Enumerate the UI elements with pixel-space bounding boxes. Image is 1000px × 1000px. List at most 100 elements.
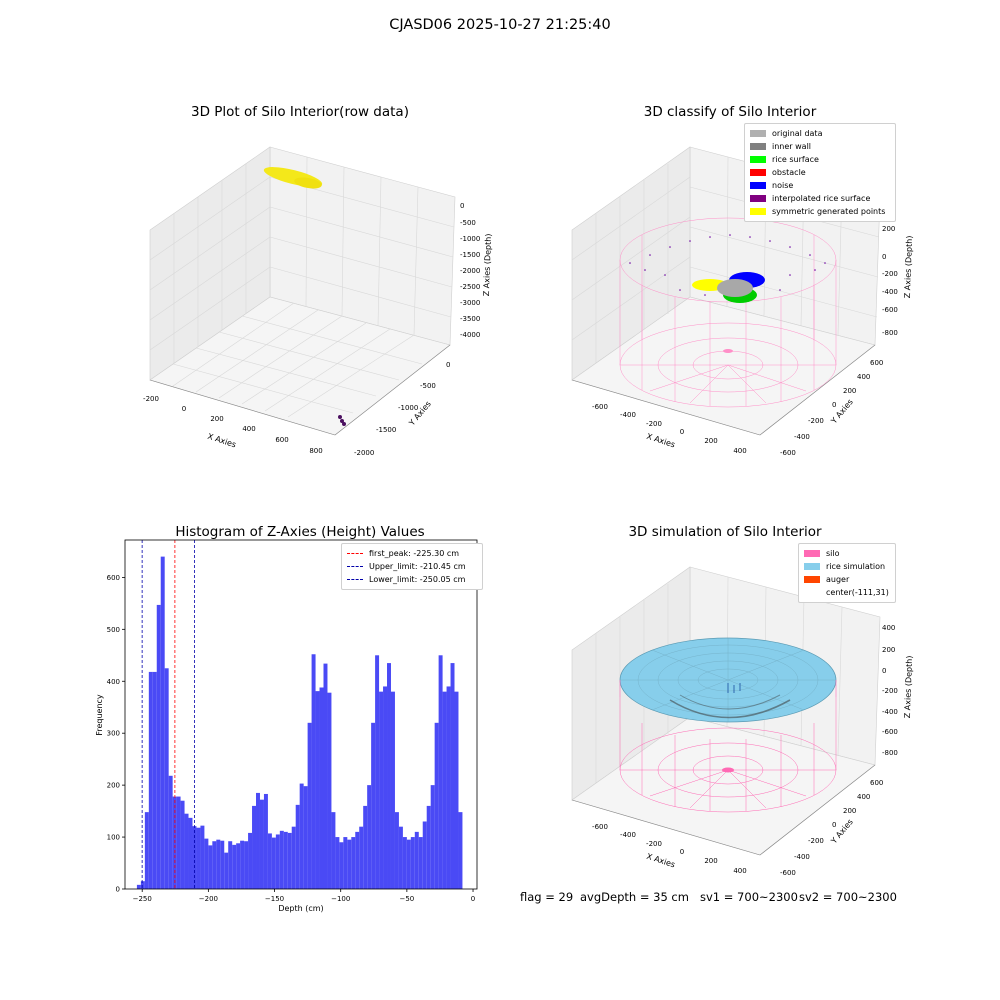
histogram-bar [212,841,217,889]
simulation-x-tick: 0 [680,848,684,856]
histogram-bar [256,792,260,889]
histogram-bar [387,663,391,889]
raw-x-tick: 400 [242,425,255,433]
histogram-bar [136,884,141,889]
histogram-bar [168,775,173,889]
status-sv2: sv2 = 700~2300 [799,890,897,904]
classify-x-label: X Axies [645,432,676,450]
histogram-bar [430,785,435,889]
histogram-bar [327,692,332,889]
legend-swatch [750,130,766,137]
histogram-x-ticks: −250 −200 −150 −100 −50 0 [133,889,475,903]
histogram-bar [236,843,241,889]
histogram-bar [450,663,455,889]
histogram-bar [291,826,296,889]
histogram-bar [196,827,201,889]
classify-x-tick: -200 [646,420,662,428]
legend-swatch [804,563,820,570]
histogram-bar [323,663,328,889]
legend-label: rice surface [772,155,819,164]
classify-y-tick: -200 [808,417,824,425]
simulation-y-tick: -200 [808,837,824,845]
raw-z-tick: -1000 [460,235,480,243]
histogram-bar [331,812,336,889]
raw-z-tick: -3000 [460,299,480,307]
histogram-bar [148,671,153,889]
histogram-y-tick-label: 200 [107,782,120,790]
classify-legend: original data inner wall rice surface ob… [744,123,896,222]
legend-label: center(-111,31) [826,588,889,597]
histogram-bar [367,785,372,889]
legend-item-first-peak: first_peak: -225.30 cm [347,547,477,560]
raw-x-tick: -200 [143,395,159,403]
histogram-bar [216,839,221,889]
classify-y-tick: 0 [832,401,836,409]
histogram-chart: −250 −200 −150 −100 −50 0 0 100 200 300 400 500 600… [95,539,478,913]
simulation-z-tick: 0 [882,667,886,675]
histogram-bar [458,812,463,889]
legend-label: first_peak: -225.30 cm [369,549,460,558]
simulation-z-tick: 400 [882,624,895,632]
histogram-bar [307,722,312,889]
simulation-x-tick: -600 [592,823,608,831]
histogram-x-tick-label: −100 [331,895,350,903]
histogram-bar [220,840,225,889]
simulation-x-tick: 400 [733,867,746,875]
histogram-bar [315,691,320,889]
classify-y-tick: -400 [794,433,810,441]
legend-label: interpolated rice surface [772,194,871,203]
histogram-bar [398,826,403,889]
histogram-bar [244,841,249,889]
legend-item-original-data: original data [750,127,890,140]
raw-z-tick: 0 [460,202,464,210]
raw-z-tick: -500 [460,219,476,227]
histogram-reference-lines [141,540,195,889]
simulation-x-label: X Axies [645,852,676,870]
histogram-x-label: Depth (cm) [278,904,323,913]
histogram-y-tick-label: 100 [107,834,120,842]
histogram-bar [204,838,209,889]
raw-x-tick: 800 [309,447,322,455]
simulation-x-tick: 200 [704,857,717,865]
legend-swatch [750,208,766,215]
classify-z-tick: -600 [882,306,898,314]
histogram-bar [224,852,229,889]
simulation-x-tick: -200 [646,840,662,848]
legend-swatch [804,576,820,583]
classify-z-tick: -800 [882,329,898,337]
status-sv1: sv1 = 700~2300 [700,890,798,904]
histogram-bar [279,830,284,889]
legend-swatch [750,156,766,163]
legend-line [347,553,363,554]
raw-x-tick: 200 [210,415,223,423]
raw-z-tick: -2000 [460,267,480,275]
histogram-bar [422,821,427,889]
histogram-bar [446,686,451,889]
histogram-bar [410,837,415,889]
raw-x-label: X Axies [206,432,237,450]
histogram-bar [303,786,308,889]
legend-item-center: center(-111,31) [804,586,890,599]
histogram-y-tick-label: 0 [116,886,120,894]
legend-label: inner wall [772,142,812,151]
figure-title: CJASD06 2025-10-27 21:25:40 [389,17,611,33]
raw-z-label: Z Axies (Depth) [482,233,493,296]
histogram-y-ticks: 0 100 200 300 400 500 600 [107,574,125,894]
legend-label: obstacle [772,168,806,177]
classify-x-tick: 200 [704,437,717,445]
simulation-z-tick: 200 [882,646,895,654]
legend-line [347,579,363,580]
histogram-bar [267,833,272,889]
histogram-bar [232,844,237,889]
classify-y-tick: 400 [857,373,870,381]
histogram-bar [359,826,364,889]
legend-line [347,566,363,567]
raw-x-tick: 600 [275,436,288,444]
simulation-legend: silo rice simulation auger center(-111,3… [798,543,896,603]
simulation-z-tick: -800 [882,749,898,757]
simulation-3d-plot: -600 -400 -200 0 200 400 X Axies 600 400… [571,566,914,877]
histogram-title: Histogram of Z-Axies (Height) Values [175,524,425,540]
histogram-bar [347,839,352,889]
legend-swatch [804,589,820,596]
classify-x-tick: -600 [592,403,608,411]
